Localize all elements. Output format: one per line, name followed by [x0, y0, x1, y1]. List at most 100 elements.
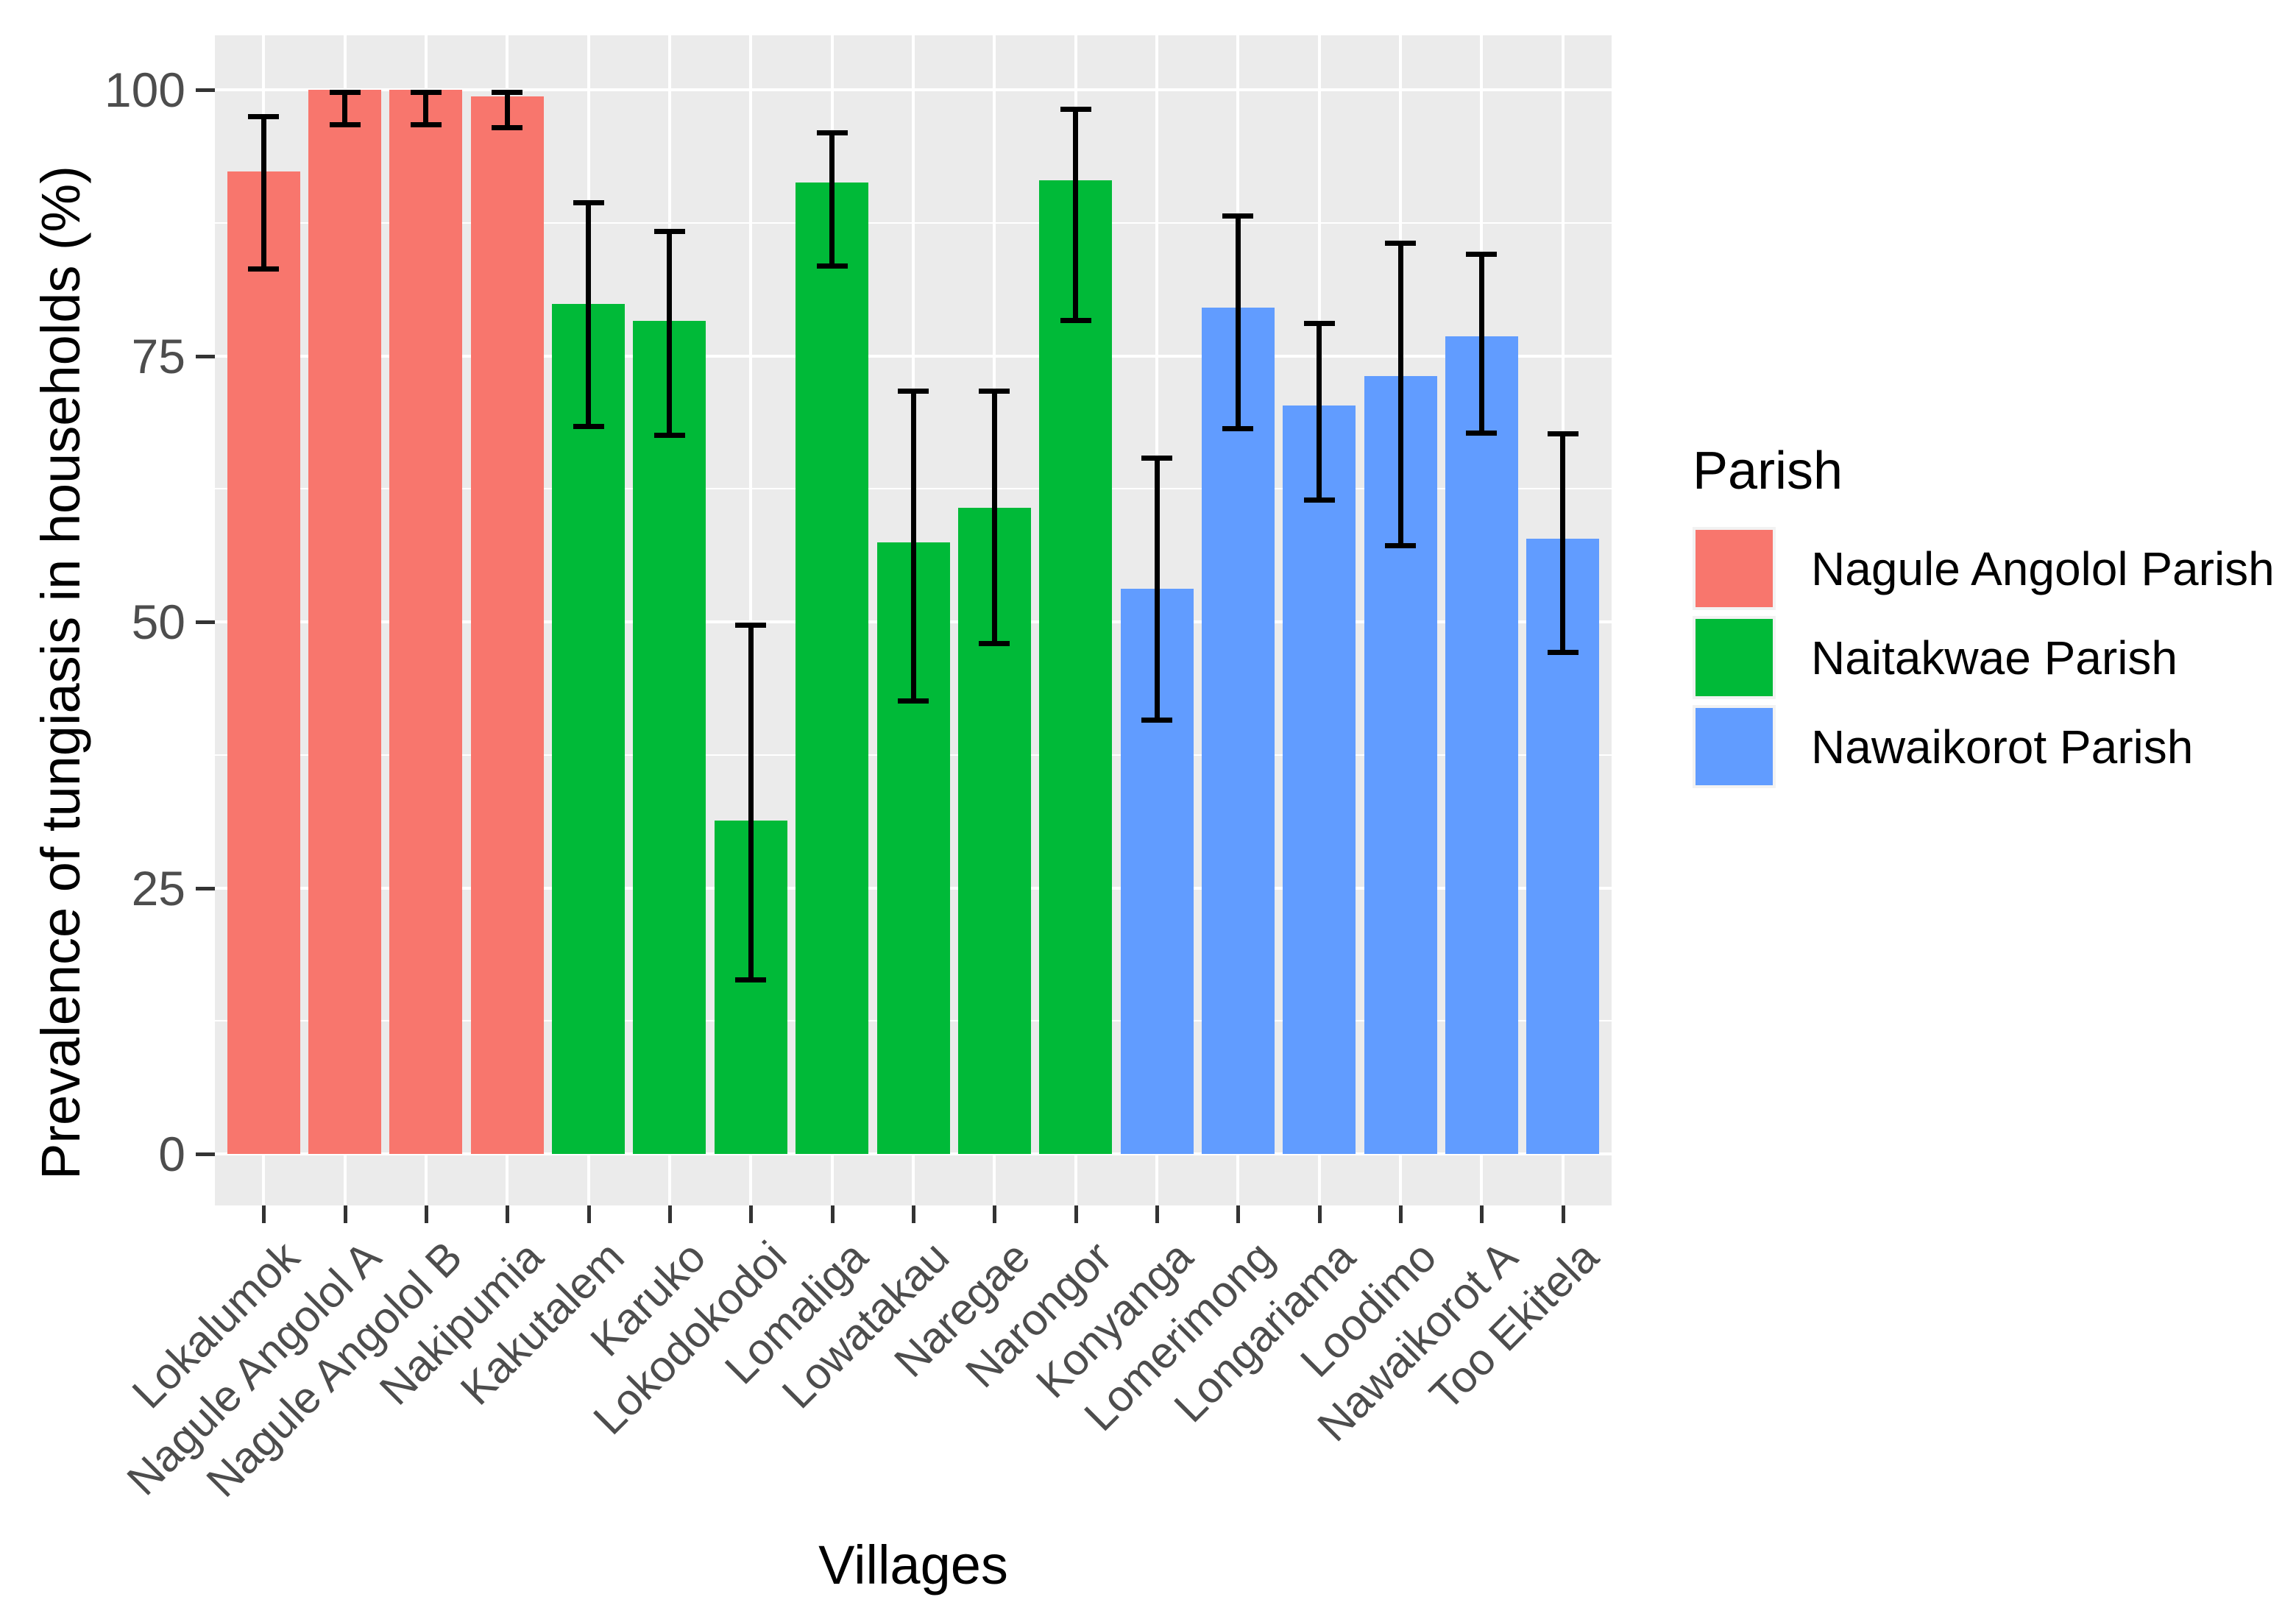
errorbar-cap-low-longariama	[1303, 497, 1335, 503]
bar-nawaikorot-a	[1445, 336, 1518, 1154]
x-axis-title: Villages	[818, 1534, 1008, 1596]
x-tick-mark-karuko	[667, 1205, 672, 1223]
y-tick-label-25: 25	[131, 860, 185, 916]
gridline-major-100	[215, 88, 1612, 91]
bar-narongor	[1039, 180, 1113, 1154]
legend-title: Parish	[1693, 442, 1843, 500]
x-tick-mark-nagule-angolol-a	[343, 1205, 347, 1223]
legend-entry-nagule-angolol-parish: Nagule Angolol Parish	[1693, 527, 2275, 610]
errorbar-cap-high-narongor	[1060, 107, 1091, 113]
errorbar-stem-nawaikorot-a	[1478, 251, 1484, 436]
legend: Parish Nagule Angolol Parish Naitakwae Pa…	[1693, 443, 2275, 794]
bar-kakutalem	[552, 303, 626, 1154]
errorbar-cap-high-karuko	[653, 229, 685, 235]
errorbar-cap-high-lokodokodoi	[735, 623, 767, 628]
bar-karuko	[633, 320, 706, 1154]
bar-nagule-angolol-b	[389, 90, 463, 1154]
y-tick-label-0: 0	[158, 1127, 185, 1181]
errorbar-cap-high-lowatakau	[898, 389, 929, 394]
errorbar-cap-low-lowatakau	[898, 698, 929, 704]
errorbar-cap-high-kakutalem	[573, 200, 604, 206]
x-tick-mark-narongor	[1074, 1205, 1078, 1223]
errorbar-stem-loodimo	[1397, 241, 1403, 549]
y-axis-title: Prevalence of tungiasis in households (%…	[30, 166, 91, 1180]
x-tick-mark-nakipumia	[506, 1205, 510, 1223]
x-tick-mark-lokalumok	[262, 1205, 266, 1223]
errorbar-cap-high-loodimo	[1385, 241, 1417, 247]
x-tick-mark-konyanga	[1155, 1205, 1160, 1223]
errorbar-stem-nagule-angolol-a	[342, 90, 348, 127]
errorbar-cap-high-lomaliga	[816, 130, 848, 135]
x-tick-mark-longariama	[1317, 1205, 1322, 1223]
errorbar-stem-longariama	[1317, 320, 1322, 503]
errorbar-stem-lowatakau	[910, 389, 916, 704]
errorbar-stem-karuko	[667, 229, 673, 438]
errorbar-stem-naregae	[991, 389, 997, 647]
errorbar-stem-lomaliga	[829, 130, 835, 269]
legend-label-nawaikorot-parish: Nawaikorot Parish	[1811, 720, 2194, 773]
errorbar-stem-nagule-angolol-b	[423, 90, 429, 127]
errorbar-cap-low-nagule-angolol-b	[410, 121, 442, 127]
bar-lomerimong	[1201, 308, 1275, 1154]
legend-entry-nawaikorot-parish: Nawaikorot Parish	[1693, 705, 2275, 788]
errorbar-cap-high-too-ekitela	[1547, 431, 1578, 437]
bar-longariama	[1283, 406, 1356, 1154]
x-tick-mark-nagule-angolol-b	[424, 1205, 428, 1223]
errorbar-cap-low-loodimo	[1385, 543, 1417, 549]
x-tick-mark-lowatakau	[912, 1205, 915, 1223]
x-tick-mark-lomerimong	[1236, 1205, 1241, 1223]
errorbar-cap-high-nagule-angolol-a	[329, 90, 361, 95]
x-tick-mark-naregae	[993, 1205, 997, 1223]
errorbar-cap-high-lomerimong	[1222, 213, 1254, 219]
x-tick-mark-lokodokodoi	[749, 1205, 754, 1223]
legend-swatch-nagule-angolol-parish	[1696, 530, 1773, 607]
errorbar-cap-high-nakipumia	[492, 90, 523, 95]
errorbar-stem-lokodokodoi	[748, 623, 754, 983]
bar-nakipumia	[470, 96, 544, 1154]
errorbar-cap-high-lokalumok	[248, 114, 280, 120]
errorbar-stem-kakutalem	[586, 200, 592, 430]
errorbar-cap-high-longariama	[1303, 320, 1335, 326]
y-tick-mark-100	[196, 88, 215, 92]
x-tick-mark-lomaliga	[830, 1205, 835, 1223]
x-tick-mark-nawaikorot-a	[1480, 1205, 1484, 1223]
y-tick-label-75: 75	[131, 328, 185, 383]
gridline-major-0	[215, 1152, 1612, 1155]
gridline-major-75	[215, 354, 1612, 358]
x-tick-mark-kakutalem	[587, 1205, 591, 1223]
errorbar-stem-konyanga	[1154, 456, 1160, 723]
gridline-minor-87.5	[215, 222, 1612, 224]
legend-entries: Nagule Angolol Parish Naitakwae Parish Naw…	[1693, 527, 2275, 788]
bar-lomaliga	[796, 182, 869, 1154]
y-tick-mark-50	[196, 620, 215, 624]
errorbar-cap-high-naregae	[979, 389, 1010, 394]
x-tick-mark-loodimo	[1399, 1205, 1403, 1223]
legend-label-nagule-angolol-parish: Nagule Angolol Parish	[1811, 542, 2275, 595]
errorbar-cap-low-lomerimong	[1222, 426, 1254, 432]
y-tick-mark-75	[196, 354, 215, 358]
bar-lokalumok	[227, 171, 300, 1154]
errorbar-cap-low-nawaikorot-a	[1466, 430, 1498, 436]
legend-entry-naitakwae-parish: Naitakwae Parish	[1693, 616, 2275, 699]
plot-panel	[215, 35, 1612, 1205]
y-tick-mark-25	[196, 886, 215, 890]
errorbar-cap-low-lokodokodoi	[735, 977, 767, 983]
errorbar-cap-low-narongor	[1060, 317, 1091, 323]
errorbar-cap-low-lomaliga	[816, 263, 848, 269]
errorbar-stem-narongor	[1073, 107, 1079, 323]
errorbar-stem-lomerimong	[1235, 213, 1241, 432]
errorbar-stem-lokalumok	[261, 114, 266, 272]
errorbar-cap-low-karuko	[653, 432, 685, 438]
errorbar-cap-high-konyanga	[1141, 456, 1173, 461]
errorbar-cap-low-kakutalem	[573, 424, 604, 430]
errorbar-stem-nakipumia	[504, 90, 510, 130]
errorbar-stem-too-ekitela	[1560, 431, 1566, 655]
y-tick-label-50: 50	[131, 595, 185, 649]
errorbar-cap-low-nakipumia	[492, 124, 523, 130]
legend-swatch-nawaikorot-parish	[1696, 708, 1773, 785]
errorbar-cap-low-konyanga	[1141, 718, 1173, 723]
errorbar-cap-low-naregae	[979, 641, 1010, 647]
y-tick-label-100: 100	[104, 63, 185, 117]
errorbar-cap-high-nagule-angolol-b	[410, 90, 442, 95]
